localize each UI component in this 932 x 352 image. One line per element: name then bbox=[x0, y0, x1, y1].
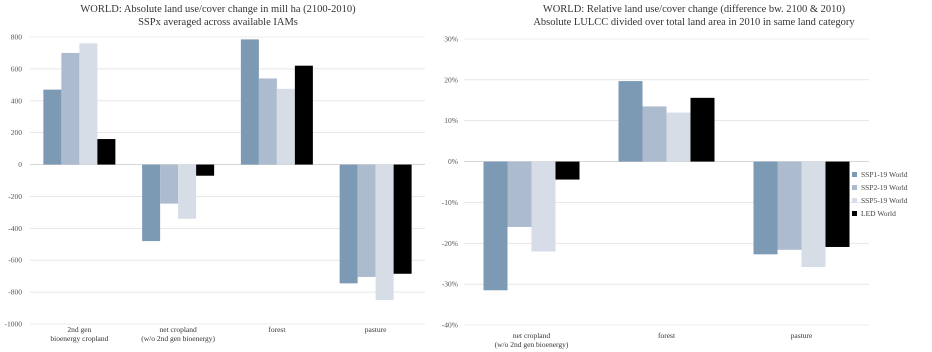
legend: SSP1-19 World SSP2-19 World SSP5-19 World L… bbox=[852, 168, 908, 220]
bar bbox=[690, 97, 715, 162]
bar bbox=[178, 164, 197, 219]
bar bbox=[825, 161, 850, 247]
y-tick-label: 600 bbox=[11, 64, 23, 73]
legend-item: SSP2-19 World bbox=[852, 181, 908, 194]
y-tick-label: -10% bbox=[442, 198, 458, 207]
category-label: forest bbox=[658, 331, 676, 340]
category-label: forest bbox=[268, 325, 286, 334]
y-tick-label: -800 bbox=[8, 288, 22, 297]
bar bbox=[393, 164, 412, 274]
y-tick-label: 0 bbox=[18, 160, 22, 169]
y-tick-label: -1000 bbox=[5, 320, 23, 329]
left-chart-title-block: WORLD: Absolute land use/cover change in… bbox=[0, 3, 434, 29]
bar bbox=[507, 161, 532, 227]
right-chart-title: WORLD: Relative land use/cover change (d… bbox=[542, 4, 846, 15]
y-tick-label: 400 bbox=[11, 96, 23, 105]
legend-swatch bbox=[852, 198, 857, 203]
legend-label: SSP5-19 World bbox=[861, 196, 908, 205]
legend-label: SSP2-19 World bbox=[861, 183, 908, 192]
bar bbox=[258, 78, 277, 165]
bar bbox=[618, 81, 643, 162]
right-chart-subtitle: Absolute LULCC divided over total land a… bbox=[533, 17, 855, 28]
bar bbox=[79, 43, 98, 165]
y-tick-label: 20% bbox=[444, 75, 458, 84]
right-chart-panel: WORLD: Relative land use/cover change (d… bbox=[432, 0, 932, 352]
bar bbox=[196, 164, 215, 176]
left-chart-panel: WORLD: Absolute land use/cover change in… bbox=[0, 0, 432, 352]
category-label: 2nd gen bioenergy cropland bbox=[50, 325, 108, 343]
bar bbox=[276, 88, 295, 165]
bar bbox=[142, 164, 161, 242]
bar bbox=[666, 112, 691, 162]
legend-swatch bbox=[852, 211, 857, 216]
bar bbox=[642, 106, 667, 162]
y-tick-label: 10% bbox=[444, 116, 458, 125]
y-tick-label: -400 bbox=[8, 224, 22, 233]
legend-item: SSP5-19 World bbox=[852, 194, 908, 207]
left-chart: 800 600 400 200 0 -200 -400 -600 -800 -1000 2nd ge… bbox=[5, 33, 425, 343]
bar bbox=[555, 161, 580, 180]
bar bbox=[375, 164, 394, 301]
legend-swatch bbox=[852, 172, 857, 177]
bar bbox=[240, 39, 259, 165]
category-label: pasture bbox=[365, 325, 387, 334]
bar bbox=[97, 139, 116, 165]
legend-label: LED World bbox=[861, 209, 896, 218]
category-label: net cropland (w/o 2nd gen bioenergy) bbox=[141, 325, 215, 343]
right-chart: 30% 20% 10% 0% -10% -20% -30% -40% net cropland(… bbox=[442, 35, 869, 349]
legend-label: SSP1-19 World bbox=[861, 170, 908, 179]
left-chart-subtitle: SSPx averaged across available IAMs bbox=[138, 17, 298, 28]
category-label: pasture bbox=[791, 331, 813, 340]
y-tick-label: 200 bbox=[11, 128, 23, 137]
y-tick-label: -200 bbox=[8, 192, 22, 201]
bar bbox=[531, 161, 556, 252]
bar bbox=[61, 52, 80, 165]
y-tick-label: -30% bbox=[442, 280, 458, 289]
bar bbox=[483, 161, 508, 291]
y-tick-label: -600 bbox=[8, 256, 22, 265]
right-chart-title-block: WORLD: Relative land use/cover change (d… bbox=[432, 3, 932, 29]
bar bbox=[339, 164, 358, 284]
bar bbox=[801, 161, 826, 267]
bar bbox=[43, 89, 62, 165]
bar bbox=[753, 161, 778, 255]
legend-swatch bbox=[852, 185, 857, 190]
legend-item: SSP1-19 World bbox=[852, 168, 908, 181]
bar bbox=[294, 65, 313, 165]
legend-item: LED World bbox=[852, 207, 908, 220]
y-tick-label: -20% bbox=[442, 239, 458, 248]
bar bbox=[160, 164, 179, 204]
bar bbox=[777, 161, 802, 250]
bar bbox=[357, 164, 376, 277]
y-tick-label: 30% bbox=[444, 35, 458, 44]
left-chart-title: WORLD: Absolute land use/cover change in… bbox=[80, 4, 356, 15]
y-tick-label: -40% bbox=[442, 321, 458, 330]
category-label: net cropland (w/o 2nd gen bioenergy) bbox=[495, 331, 569, 349]
y-tick-label: 0% bbox=[448, 157, 458, 166]
y-tick-label: 800 bbox=[11, 33, 23, 42]
